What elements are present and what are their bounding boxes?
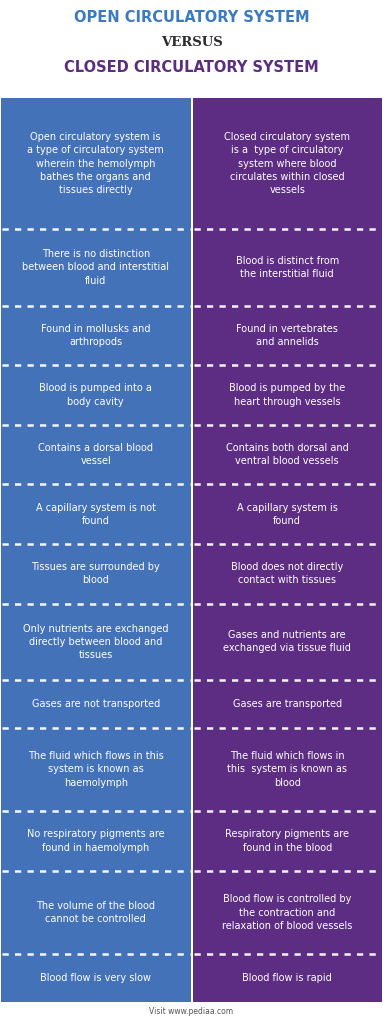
Bar bbox=[193, 604, 382, 680]
Text: A capillary system is
found: A capillary system is found bbox=[237, 503, 338, 525]
Text: Found in mollusks and
arthropods: Found in mollusks and arthropods bbox=[41, 324, 151, 347]
Bar bbox=[193, 954, 382, 1002]
Text: Only nutrients are exchanged
directly between blood and
tissues: Only nutrients are exchanged directly be… bbox=[23, 624, 169, 660]
Bar bbox=[1, 98, 190, 229]
Text: Respiratory pigments are
found in the blood: Respiratory pigments are found in the bl… bbox=[225, 829, 349, 853]
Text: Gases and nutrients are
exchanged via tissue fluid: Gases and nutrients are exchanged via ti… bbox=[223, 630, 351, 653]
Bar bbox=[193, 229, 382, 305]
Text: There is no distinction
between blood and interstitial
fluid: There is no distinction between blood an… bbox=[22, 249, 169, 286]
Text: Found in vertebrates
and annelids: Found in vertebrates and annelids bbox=[236, 324, 338, 347]
Text: Contains a dorsal blood
vessel: Contains a dorsal blood vessel bbox=[38, 443, 153, 466]
Bar bbox=[193, 811, 382, 870]
Bar bbox=[1, 728, 190, 811]
Bar bbox=[193, 484, 382, 544]
Text: OPEN CIRCULATORY SYSTEM: OPEN CIRCULATORY SYSTEM bbox=[74, 10, 309, 25]
Bar bbox=[1, 604, 190, 680]
Text: Blood is pumped by the
heart through vessels: Blood is pumped by the heart through ves… bbox=[229, 383, 345, 407]
Text: A capillary system is not
found: A capillary system is not found bbox=[36, 503, 156, 525]
Text: Blood flow is rapid: Blood flow is rapid bbox=[242, 973, 332, 983]
Text: Blood flow is controlled by
the contraction and
relaxation of blood vessels: Blood flow is controlled by the contract… bbox=[222, 894, 352, 931]
Bar bbox=[1, 229, 190, 305]
Bar bbox=[1, 544, 190, 604]
Text: Open circulatory system is
a type of circulatory system
wherein the hemolymph
ba: Open circulatory system is a type of cir… bbox=[27, 132, 164, 195]
Text: Closed circulatory system
is a  type of circulatory
system where blood
circulate: Closed circulatory system is a type of c… bbox=[224, 132, 350, 195]
Bar bbox=[1, 954, 190, 1002]
Bar bbox=[193, 544, 382, 604]
Text: Blood is distinct from
the interstitial fluid: Blood is distinct from the interstitial … bbox=[236, 256, 339, 279]
Bar bbox=[1, 484, 190, 544]
Text: No respiratory pigments are
found in haemolymph: No respiratory pigments are found in hae… bbox=[27, 829, 165, 853]
Text: The fluid which flows in
this  system is known as
blood: The fluid which flows in this system is … bbox=[227, 752, 347, 787]
Bar bbox=[193, 680, 382, 728]
Bar bbox=[1, 870, 190, 954]
Text: Contains both dorsal and
ventral blood vessels: Contains both dorsal and ventral blood v… bbox=[226, 443, 349, 466]
Bar bbox=[193, 305, 382, 366]
Text: Visit www.pediaa.com: Visit www.pediaa.com bbox=[149, 1007, 234, 1016]
Text: Blood flow is very slow: Blood flow is very slow bbox=[40, 973, 151, 983]
Bar bbox=[193, 870, 382, 954]
Bar bbox=[193, 366, 382, 425]
Bar bbox=[193, 728, 382, 811]
Text: The volume of the blood
cannot be controlled: The volume of the blood cannot be contro… bbox=[36, 901, 155, 924]
Text: Gases are transported: Gases are transported bbox=[233, 698, 342, 709]
Bar bbox=[1, 680, 190, 728]
Text: Gases are not transported: Gases are not transported bbox=[32, 698, 160, 709]
Bar bbox=[193, 425, 382, 484]
Bar bbox=[1, 366, 190, 425]
Bar bbox=[193, 98, 382, 229]
Bar bbox=[1, 811, 190, 870]
Text: Blood is pumped into a
body cavity: Blood is pumped into a body cavity bbox=[39, 383, 152, 407]
Text: CLOSED CIRCULATORY SYSTEM: CLOSED CIRCULATORY SYSTEM bbox=[64, 60, 319, 75]
Text: VERSUS: VERSUS bbox=[160, 36, 223, 49]
Bar bbox=[1, 305, 190, 366]
Bar bbox=[1, 425, 190, 484]
Text: Blood does not directly
contact with tissues: Blood does not directly contact with tis… bbox=[231, 562, 344, 586]
Text: The fluid which flows in this
system is known as
haemolymph: The fluid which flows in this system is … bbox=[28, 752, 164, 787]
Text: Tissues are surrounded by
blood: Tissues are surrounded by blood bbox=[31, 562, 160, 586]
